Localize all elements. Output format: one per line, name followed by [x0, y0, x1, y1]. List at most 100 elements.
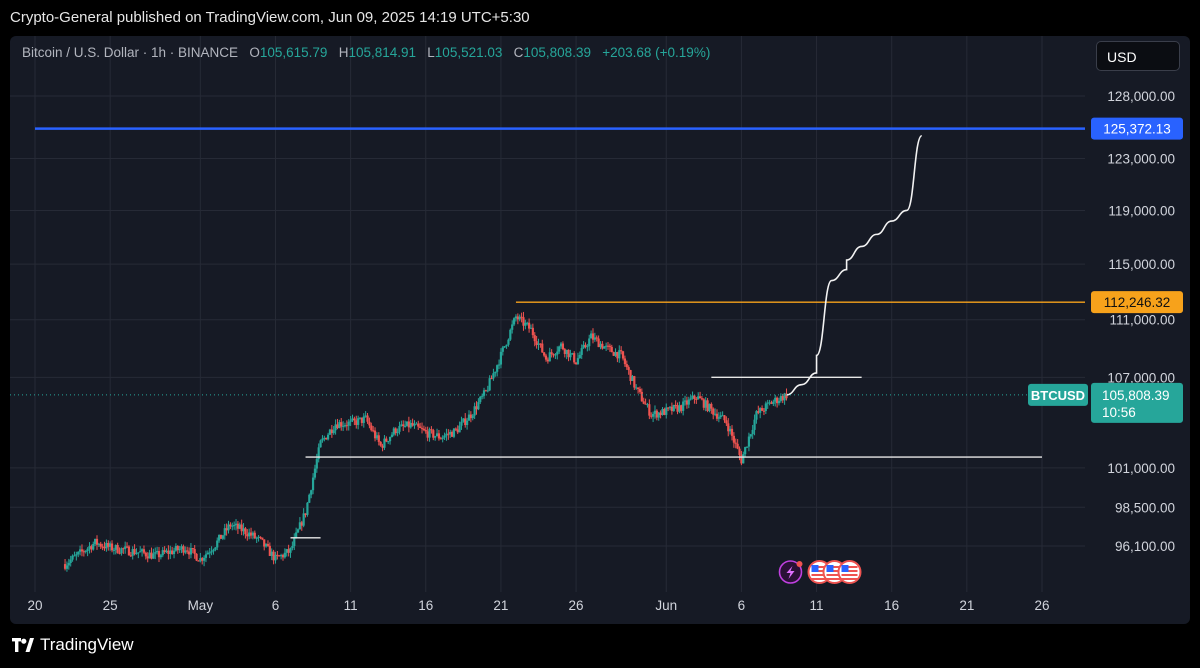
low-key: L: [427, 45, 435, 60]
candle-body: [503, 346, 506, 348]
candle-body: [370, 425, 373, 431]
candle-body: [650, 415, 653, 417]
candle-body: [605, 345, 608, 347]
candle-body: [680, 405, 683, 411]
candle-body: [95, 538, 99, 545]
candle-body: [400, 424, 403, 427]
candle-body: [710, 403, 713, 409]
candle-body: [293, 537, 296, 546]
candle-body: [67, 562, 70, 566]
price-tick-label: 101,000.00: [1107, 461, 1175, 476]
candle-body: [509, 329, 512, 340]
candle-body: [291, 545, 294, 549]
candle-body: [227, 524, 230, 531]
candle-body: [120, 548, 123, 554]
candle-body: [156, 551, 159, 553]
candle-body: [137, 552, 140, 554]
time-tick-label: 11: [344, 598, 358, 613]
candles: [63, 311, 788, 572]
candle-body: [229, 524, 232, 527]
open-key: O: [249, 45, 260, 60]
event-icons[interactable]: [778, 560, 862, 584]
candle-body: [420, 427, 424, 429]
candle-body: [597, 338, 600, 348]
candle-body: [488, 378, 491, 391]
candle-body: [454, 428, 457, 430]
candle-body: [529, 327, 533, 329]
candle-body: [580, 348, 583, 355]
candle-body: [443, 435, 446, 438]
candle-body: [573, 353, 576, 363]
candle-body: [512, 318, 516, 325]
candle-body: [576, 358, 580, 365]
candle-body: [152, 553, 155, 559]
candle-body: [336, 424, 339, 429]
candle-body: [693, 395, 696, 400]
candle-body: [278, 555, 281, 557]
candle-body: [698, 396, 702, 399]
symbol-tag-text: BTCUSD: [1031, 388, 1085, 403]
candle-body: [139, 551, 142, 553]
candle-body: [507, 339, 510, 345]
chart-panel[interactable]: 128,000.00 123,000.00 119,000.00 115,000.00…: [10, 36, 1190, 624]
price-tick-label: 128,000.00: [1107, 89, 1175, 104]
candle-body: [263, 539, 266, 547]
candle-body: [379, 441, 382, 446]
candle-body: [65, 565, 69, 569]
candle-body: [129, 555, 132, 557]
candle-body: [706, 400, 709, 411]
candle-body: [388, 436, 392, 442]
projection-path[interactable]: [786, 134, 923, 396]
candle-body: [419, 426, 422, 428]
candle-body: [449, 431, 452, 435]
candle-body: [627, 367, 630, 371]
candle-body: [678, 405, 681, 412]
currency-button[interactable]: USD: [1096, 41, 1180, 71]
candle-body: [535, 341, 538, 345]
price-chart[interactable]: 128,000.00 123,000.00 119,000.00 115,000.00…: [10, 36, 1190, 624]
price-axis[interactable]: 128,000.00 123,000.00 119,000.00 115,000.00…: [1107, 89, 1175, 554]
candle-body: [355, 420, 358, 425]
candle-body: [110, 543, 114, 551]
candle-body: [199, 558, 202, 562]
price-tag-resistance-blue: [1091, 117, 1183, 140]
candle-body: [588, 338, 591, 347]
candle-body: [101, 546, 104, 548]
candle-body: [569, 353, 572, 358]
candle-body: [92, 543, 95, 550]
candle-body: [86, 548, 89, 551]
tradingview-logo[interactable]: TradingView: [12, 635, 134, 655]
candle-body: [300, 522, 303, 526]
candle-body: [497, 364, 501, 366]
price-tick-label: 111,000.00: [1109, 313, 1175, 328]
candle-body: [82, 551, 85, 553]
candle-body: [458, 425, 461, 433]
candle-body: [259, 536, 262, 538]
time-axis[interactable]: 20 25 May 6 11 16 21 26 Jun 6 11 16 21 26: [27, 598, 1049, 613]
candle-body: [730, 428, 734, 436]
candle-body: [218, 534, 221, 541]
footer: TradingView: [0, 624, 1200, 668]
candle-body: [159, 555, 162, 558]
candle-body: [452, 428, 456, 437]
candle-body: [614, 352, 617, 356]
candle-body: [612, 352, 615, 356]
price-tags: 125,372.13 112,246.32 BTCUSD 105,808.39 10:5…: [1028, 117, 1183, 423]
candle-body: [437, 433, 441, 439]
candle-body: [373, 430, 377, 439]
symbol-label[interactable]: Bitcoin / U.S. Dollar · 1h · BINANCE: [22, 45, 239, 60]
candle-body: [191, 548, 194, 550]
candle-body: [313, 468, 317, 478]
candle-body: [234, 523, 238, 525]
candle-body: [246, 534, 249, 537]
drawn-lines[interactable]: [35, 127, 1085, 539]
candle-body: [518, 316, 521, 320]
candle-body: [640, 391, 643, 402]
candle-body: [522, 317, 525, 326]
candle-body: [317, 447, 320, 460]
candle-body: [172, 550, 176, 555]
candle-body: [248, 532, 251, 537]
price-tag-resistance-orange: [1091, 291, 1183, 314]
candle-body: [296, 529, 300, 533]
candle-body: [537, 343, 540, 345]
